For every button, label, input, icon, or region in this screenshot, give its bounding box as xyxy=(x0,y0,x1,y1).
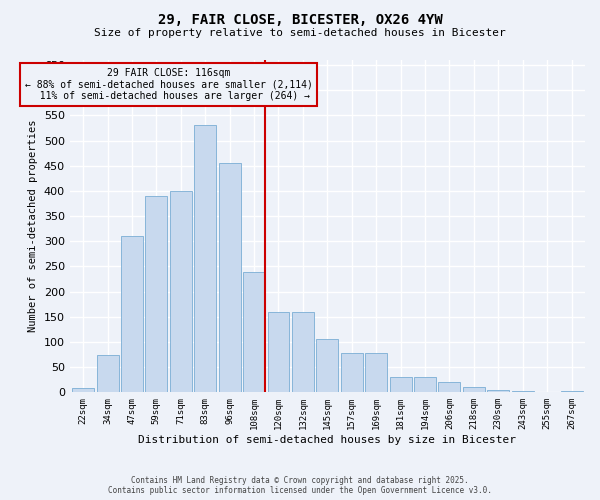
Bar xyxy=(292,312,314,392)
Bar xyxy=(414,377,436,392)
Y-axis label: Number of semi-detached properties: Number of semi-detached properties xyxy=(28,120,38,332)
Bar xyxy=(194,126,216,392)
Bar xyxy=(365,353,387,393)
Bar xyxy=(487,390,509,392)
Bar xyxy=(97,354,119,393)
Bar xyxy=(341,353,363,393)
Bar xyxy=(268,312,289,392)
Bar xyxy=(389,377,412,392)
Bar xyxy=(145,196,167,392)
Bar xyxy=(72,388,94,392)
Bar xyxy=(170,191,192,392)
Bar xyxy=(316,340,338,392)
Bar xyxy=(463,388,485,392)
Bar xyxy=(560,391,583,392)
Text: Contains HM Land Registry data © Crown copyright and database right 2025.
Contai: Contains HM Land Registry data © Crown c… xyxy=(108,476,492,495)
Text: 29 FAIR CLOSE: 116sqm
← 88% of semi-detached houses are smaller (2,114)
  11% of: 29 FAIR CLOSE: 116sqm ← 88% of semi-deta… xyxy=(25,68,313,101)
Bar xyxy=(243,272,265,392)
Text: 29, FAIR CLOSE, BICESTER, OX26 4YW: 29, FAIR CLOSE, BICESTER, OX26 4YW xyxy=(158,12,442,26)
X-axis label: Distribution of semi-detached houses by size in Bicester: Distribution of semi-detached houses by … xyxy=(139,435,517,445)
Bar xyxy=(218,163,241,392)
Bar xyxy=(512,391,534,392)
Text: Size of property relative to semi-detached houses in Bicester: Size of property relative to semi-detach… xyxy=(94,28,506,38)
Bar xyxy=(439,382,460,392)
Bar xyxy=(121,236,143,392)
